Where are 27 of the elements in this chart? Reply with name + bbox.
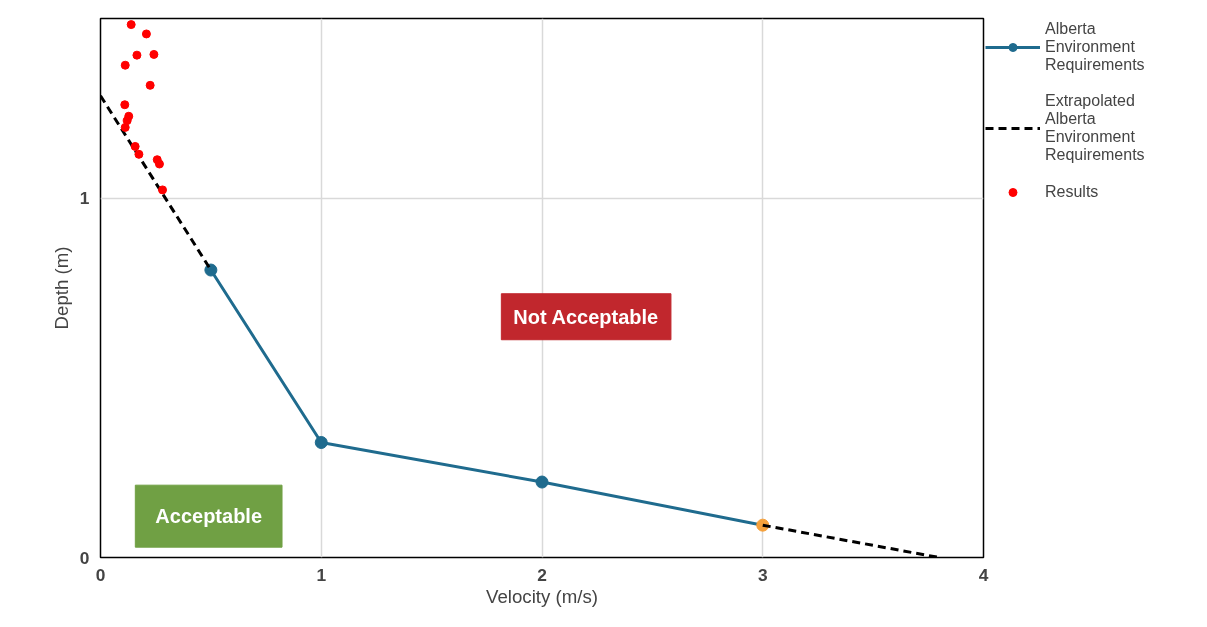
point [314,436,328,449]
point [204,263,218,277]
point [132,50,142,60]
point [130,141,140,151]
point [154,159,164,169]
point [120,122,130,132]
legend-label: Alberta Environment Requirements [1045,20,1145,74]
point [535,475,549,489]
annotation: Acceptable [155,505,263,528]
point [145,80,155,90]
x-tick-label: 1 [316,564,327,585]
y-axis-title: Depth (m) [50,246,72,330]
point [134,149,144,159]
point [141,29,151,39]
point [120,60,130,70]
point [120,100,130,110]
point [149,49,159,59]
point [158,185,168,195]
x-tick-label: 3 [757,564,768,585]
x-tick-label: 4 [978,564,989,585]
legend-label: Extrapolated Alberta Environment Requirements [1045,92,1145,164]
x-tick-label: 2 [537,564,547,585]
point [126,20,136,30]
annotation: Not Acceptable [513,305,659,328]
x-axis-title: Velocity (m/s) [486,585,598,607]
legend-label: Results [1045,183,1099,201]
x-tick-label: 0 [95,564,106,585]
